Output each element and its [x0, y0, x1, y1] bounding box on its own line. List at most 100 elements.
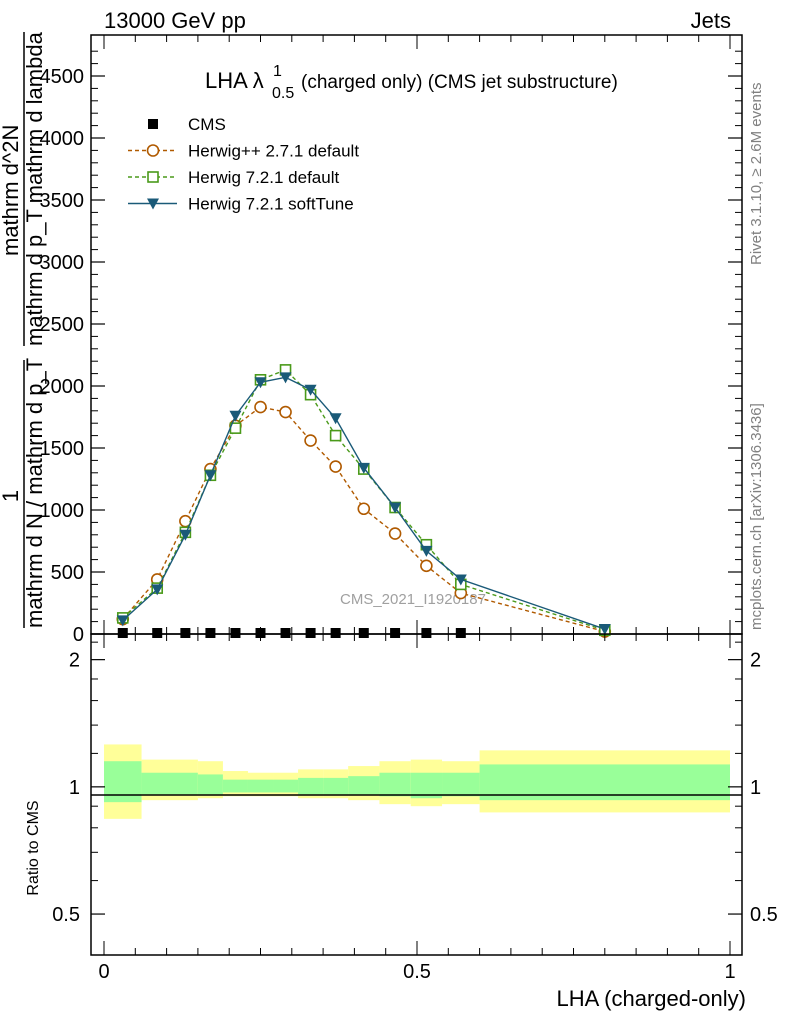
title-sub: 0.5: [272, 85, 294, 102]
data-point: [279, 372, 292, 384]
title-sup: 1: [273, 63, 282, 80]
data-point: [179, 529, 192, 541]
ratio-ytick-label-right: 0.5: [750, 904, 778, 926]
ratio-band-inner: [379, 772, 411, 797]
ratio-ytick-label-right: 2: [750, 650, 761, 672]
title-rest: (charged only) (CMS jet substructure): [301, 72, 618, 93]
ratio-band-inner: [141, 772, 198, 795]
series-line: [122, 376, 606, 630]
ratio-band-inner: [442, 772, 480, 797]
ylabel-denominator: mathrm d N / mathrm d p_T: [22, 358, 47, 628]
data-point: [357, 502, 371, 516]
legend: CMS Herwig++ 2.7.1 default Herwig 7.2.1 de…: [128, 115, 359, 214]
data-point: [389, 502, 402, 514]
ratio-band-inner: [222, 779, 248, 793]
ratio-ytick-label: 2: [69, 650, 80, 672]
data-point: [304, 384, 317, 396]
main-ytick-label: 3500: [40, 190, 85, 212]
main-ytick-label: 1500: [40, 438, 85, 460]
ylabel-numerator: 1: [0, 490, 23, 502]
data-point: [388, 527, 402, 540]
ratio-ytick-label: 0.5: [52, 904, 80, 926]
ratio-band-inner: [197, 774, 223, 795]
legend-marker: [147, 198, 159, 210]
data-point: [329, 429, 342, 442]
ratio-band-inner: [104, 761, 142, 803]
data-point: [358, 628, 369, 638]
ylabel-numerator2: mathrm d^2N: [0, 125, 23, 256]
series-0: [117, 628, 466, 638]
main-ytick-label: 3000: [40, 252, 85, 274]
legend-entry-label: Herwig++ 2.7.1 default: [188, 142, 359, 161]
data-point: [152, 628, 163, 638]
header-left: 13000 GeV pp: [104, 8, 246, 33]
main-ytick-label: 2500: [40, 314, 85, 336]
data-point: [421, 628, 432, 638]
data-point: [598, 624, 611, 636]
series-line: [122, 369, 606, 631]
x-tick-label: 1: [724, 961, 735, 983]
x-tick-label: 0.5: [403, 961, 431, 983]
data-point: [455, 628, 466, 638]
data-point: [180, 628, 191, 638]
legend-marker: [147, 171, 159, 183]
data-point: [255, 628, 266, 638]
ratio-band-inner: [247, 779, 274, 793]
data-point: [329, 413, 342, 425]
legend-entry-label: Herwig 7.2.1 default: [188, 168, 339, 187]
main-title: LHA λ 1 0.5 (charged only) (CMS jet subs…: [205, 63, 618, 102]
data-point: [254, 400, 267, 414]
data-point: [116, 615, 129, 627]
data-point: [420, 545, 433, 557]
series-3: [116, 372, 611, 636]
ratio-band-inner: [410, 772, 443, 799]
data-point: [454, 574, 467, 586]
ratio-band-inner: [273, 779, 299, 793]
main-ytick-label: 500: [51, 562, 84, 584]
data-point: [279, 405, 292, 419]
data-point: [151, 584, 164, 596]
ratio-ylabel: Ratio to CMS: [25, 800, 42, 895]
legend-entry-label: Herwig 7.2.1 softTune: [188, 195, 354, 214]
side-label-rivet: Rivet 3.1.10, ≥ 2.6M events: [748, 83, 765, 266]
series-layer: [116, 364, 612, 638]
ratio-bands: [104, 744, 730, 819]
main-ytick-label: 1000: [40, 500, 85, 522]
data-point: [420, 559, 433, 573]
header-right: Jets: [691, 8, 731, 33]
data-point: [390, 628, 401, 638]
side-label-mcplots: mcplots.cern.ch [arXiv:1306.3436]: [748, 403, 765, 630]
main-ytick-label: 4500: [40, 66, 85, 88]
main-ylabel: 1 mathrm d N / mathrm d p_T mathrm d^2N …: [0, 31, 47, 628]
x-axis-label: LHA (charged-only): [556, 986, 746, 1011]
data-point: [329, 460, 342, 473]
watermark: CMS_2021_I1920187: [340, 591, 486, 608]
data-point: [357, 462, 370, 474]
data-point: [229, 410, 242, 422]
main-ytick-label: 2000: [40, 376, 85, 398]
ratio-ytick-label: 1: [69, 777, 80, 799]
ratio-band-inner: [348, 776, 380, 795]
main-ytick-label: 0: [73, 624, 84, 646]
legend-marker: [148, 119, 158, 129]
data-point: [254, 377, 267, 389]
legend-marker: [146, 144, 160, 157]
data-point: [117, 628, 128, 638]
ratio-ytick-label-right: 1: [750, 777, 761, 799]
x-tick-label: 0: [98, 961, 109, 983]
main-y-ticks: 0 500 1000 1500 2000 2500 3000 3500 4000 4500: [40, 35, 742, 646]
data-point: [305, 628, 316, 638]
data-point: [280, 628, 291, 638]
ratio-band-inner: [479, 764, 730, 801]
ratio-band-inner: [298, 777, 324, 795]
data-point: [330, 628, 341, 638]
main-ytick-label: 4000: [40, 128, 85, 150]
ratio-ticks: 0.5 0.5 1 1 2 2 0 0.5 1: [52, 634, 778, 983]
ratio-band-inner: [323, 777, 349, 795]
data-point: [204, 470, 217, 482]
data-point: [205, 628, 216, 638]
legend-entry-label: CMS: [188, 115, 226, 134]
series-line: [122, 406, 605, 633]
ylabel-denominator2: mathrm d p_T mathrm d lambda: [22, 31, 47, 346]
